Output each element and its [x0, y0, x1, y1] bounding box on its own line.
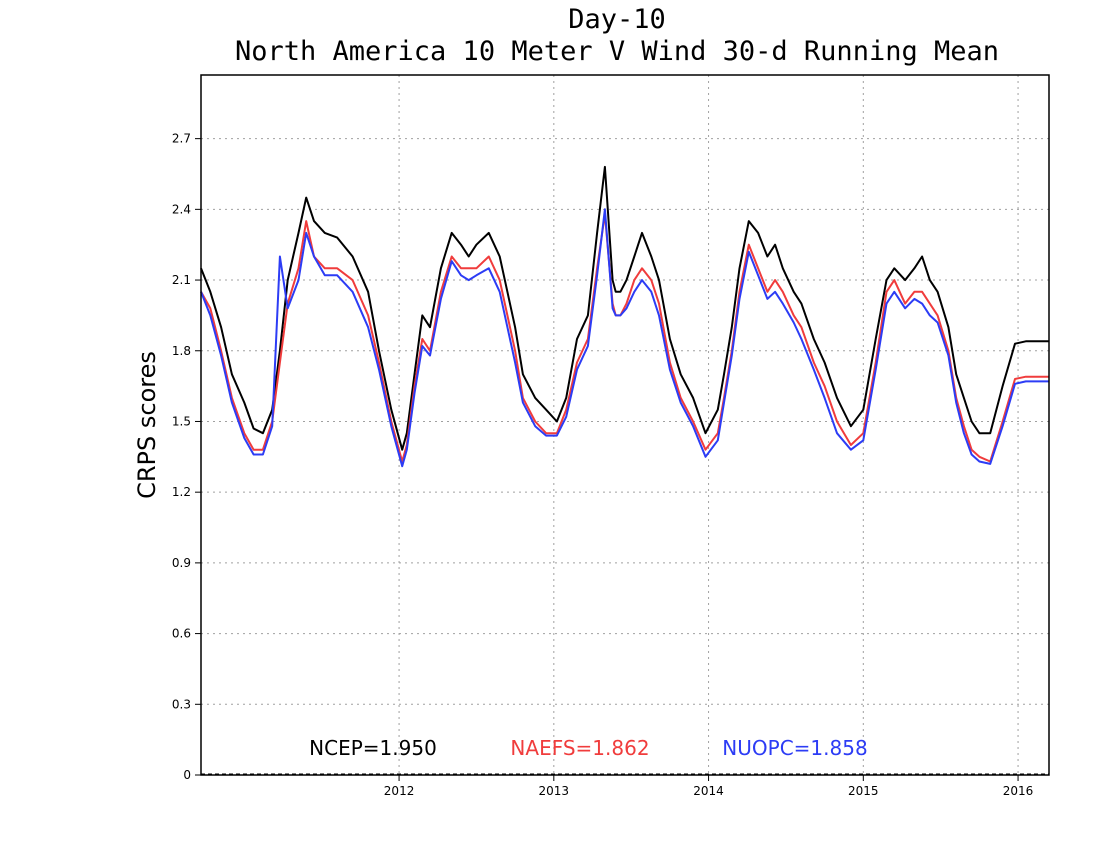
x-tick-label: 2015	[848, 784, 879, 798]
x-tick-label: 2016	[1003, 784, 1034, 798]
x-tick-label: 2013	[539, 784, 570, 798]
y-tick-label: 2.4	[172, 202, 191, 216]
axis-ticks: 0 0.3 0.6 0.9 1.2 1.5 1.8 2.1 2.4 2.7 2012 2013 2014…	[172, 132, 1033, 798]
y-tick-label: 0.6	[172, 627, 191, 641]
x-tick-label: 2012	[384, 784, 415, 798]
y-tick-label: 0.3	[172, 697, 191, 711]
y-axis-label: CRPS scores	[133, 351, 161, 499]
x-tick-label: 2014	[693, 784, 724, 798]
y-tick-label: 0	[183, 768, 191, 782]
legend-entry-ncep: NCEP=1.950	[309, 736, 437, 760]
series-line-naefs	[200, 213, 1049, 463]
y-tick-label: 1.5	[172, 414, 191, 428]
chart-title: Day-10	[568, 4, 666, 35]
legend-entry-nuopc: NUOPC=1.858	[722, 736, 867, 760]
series-line-nuopc	[200, 208, 1049, 468]
y-tick-label: 1.8	[172, 344, 191, 358]
series-lines	[200, 165, 1049, 468]
legend: NCEP=1.950 NAEFS=1.862 NUOPC=1.858	[309, 736, 868, 760]
chart-subtitle: North America 10 Meter V Wind 30-d Runni…	[235, 36, 999, 67]
y-tick-label: 2.1	[172, 273, 191, 287]
y-tick-label: 0.9	[172, 556, 191, 570]
legend-entry-naefs: NAEFS=1.862	[510, 736, 649, 760]
y-tick-label: 2.7	[172, 132, 191, 146]
plot-frame	[200, 74, 1050, 776]
grid-lines	[201, 75, 1049, 775]
y-tick-label: 1.2	[172, 485, 191, 499]
series-line-ncep	[200, 165, 1049, 451]
